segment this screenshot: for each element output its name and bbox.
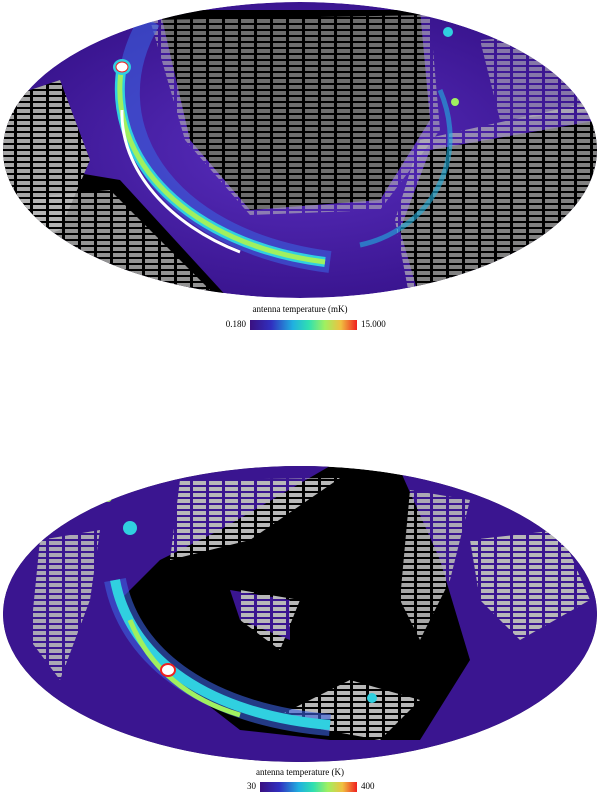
sky-map: [3, 466, 597, 762]
colorbar-label: antenna temperature (mK): [253, 304, 348, 314]
colorbar: [260, 782, 357, 792]
colorbar-label: antenna temperature (K): [256, 767, 344, 777]
colorbar-max: 15.000: [361, 319, 386, 329]
colorbar: [250, 320, 357, 330]
sky-map: [3, 2, 597, 298]
colorbar-min: 0.180: [226, 319, 247, 329]
colorbar-max: 400: [361, 781, 375, 791]
colorbar-min: 30: [247, 781, 257, 791]
